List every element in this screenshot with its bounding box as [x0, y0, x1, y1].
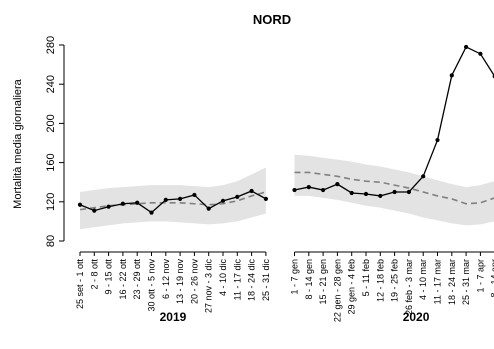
x-tick-label: 4 - 10 mar: [418, 259, 428, 300]
y-tick-label: 240: [45, 75, 57, 93]
observed-point: [92, 208, 97, 213]
x-tick-label: 27 nov - 3 dic: [204, 259, 214, 314]
x-tick-label: 20 - 26 nov: [189, 259, 199, 305]
x-tick-label: 4 - 10 dic: [218, 259, 228, 297]
y-tick-label: 280: [45, 36, 57, 54]
observed-point: [378, 193, 383, 199]
x-tick-label: 29 gen - 4 feb: [347, 259, 357, 315]
chart-title: NORD: [253, 12, 291, 27]
expected-line-2020: [294, 171, 494, 205]
y-axis-label: Mortalità media giornaliera: [12, 78, 24, 208]
x-tick-label: 30 ott - 5 nov: [147, 259, 157, 312]
observed-point: [292, 187, 297, 193]
y-tick-label: 200: [45, 114, 57, 132]
observed-point: [406, 189, 411, 195]
observed-point: [149, 210, 154, 215]
x-tick-label: 11 - 17 mar: [433, 259, 443, 304]
observed-point: [135, 200, 140, 205]
x-tick-label: 18 - 24 mar: [447, 259, 457, 305]
x-tick-label: 19 - 25 feb: [390, 259, 400, 302]
y-tick-label: 160: [45, 153, 57, 171]
year-label-2020: 2020: [403, 310, 430, 324]
x-tick-label: 25 set - 1 ott: [75, 259, 85, 310]
observed-point: [349, 190, 354, 196]
observed-point: [163, 197, 168, 202]
x-tick-label: 16 - 22 ott: [118, 259, 128, 300]
x-tick-label: 15 - 21 gen: [318, 259, 328, 305]
observed-point: [435, 137, 440, 143]
x-tick-label: 6 - 12 nov: [161, 259, 171, 300]
observed-point: [120, 201, 125, 206]
x-tick-label: 1 - 7 apr: [475, 259, 485, 293]
observed-point: [206, 206, 211, 211]
observed-point: [478, 51, 483, 56]
observed-point: [363, 191, 369, 197]
x-tick-label: 25 - 31 mar: [461, 259, 471, 305]
x-tick-label: 8 - 14 gen: [304, 259, 314, 300]
observed-line-2019: [79, 190, 267, 214]
x-tick-label: 22 gen - 28 gen: [332, 259, 342, 322]
observed-point: [421, 174, 426, 179]
x-tick-label: 12 - 18 feb: [375, 259, 385, 302]
observed-point: [464, 44, 469, 50]
observed-point: [178, 196, 183, 201]
observed-point: [335, 182, 340, 187]
x-tick-label: 9 - 15 ott: [104, 259, 114, 295]
y-tick-label: 120: [45, 193, 57, 211]
x-tick-label: 2 - 8 ott: [89, 259, 99, 290]
observed-point: [106, 204, 111, 209]
x-tick-label: 5 - 11 feb: [361, 259, 371, 296]
observed-point: [321, 187, 326, 193]
x-tick-label: 1 - 7 gen: [290, 259, 300, 295]
y-tick-label: 80: [45, 235, 57, 247]
observed-point: [235, 194, 240, 199]
x-tick-label: 26 feb - 3 mar: [404, 259, 414, 315]
observed-point: [249, 188, 254, 194]
plot-area: 80 120 160 200 240 280 25 set - 1 ott 2 - 8 ott…: [45, 36, 494, 324]
observed-point: [263, 196, 268, 201]
x-tick-label: 25 - 31 dic: [261, 259, 271, 302]
observed-point: [220, 198, 226, 203]
observed-point: [306, 185, 311, 190]
x-tick-label: 13 - 19 nov: [175, 259, 185, 305]
observed-point: [449, 73, 454, 78]
observed-point: [392, 189, 397, 195]
observed-point: [192, 192, 197, 198]
observed-point: [77, 202, 83, 207]
year-label-2019: 2019: [160, 310, 187, 324]
x-tick-label: 23 - 29 ott: [132, 259, 142, 300]
x-tick-label: 18 - 24 dic: [247, 259, 257, 302]
x-tick-label: 8 - 14 apr: [490, 259, 494, 298]
expected-range-band-2019: [80, 167, 266, 230]
x-tick-label: 11 - 17 dic: [232, 259, 242, 301]
